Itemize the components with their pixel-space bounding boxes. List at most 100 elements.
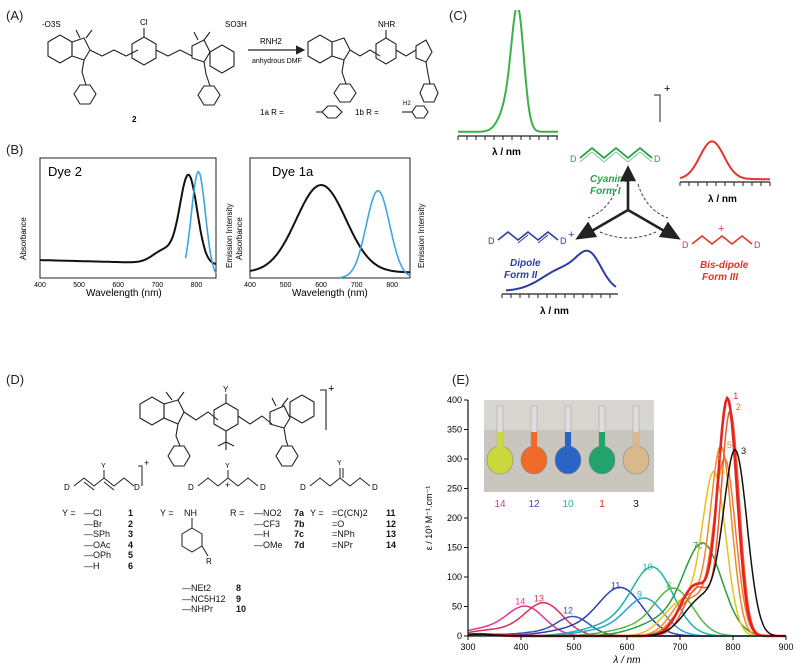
form-mid-d2: D xyxy=(260,483,266,492)
dye1a-emission-curve xyxy=(339,189,411,279)
x-tick-label: 400 xyxy=(513,642,528,652)
substituent: —NHPr xyxy=(182,604,213,614)
r-equals: R = xyxy=(230,508,245,518)
panel-d-forms: D D Y + D D Y + D D Y xyxy=(64,458,378,492)
y-tick-label: 350 xyxy=(447,425,462,435)
cyanine-plus: + xyxy=(664,83,670,95)
y-equals-3: Y = xyxy=(310,508,324,518)
cyanine-chain xyxy=(579,146,653,160)
form-mid-plus: + xyxy=(225,480,230,490)
col1-item: —Br 2 xyxy=(84,519,144,530)
panel-d-structure: Y + xyxy=(139,383,334,467)
substituent: —OPh xyxy=(84,550,112,560)
x-tick-label: 800 xyxy=(725,642,740,652)
bis-dipole-spectrum xyxy=(679,140,770,181)
compound-number: 13 xyxy=(386,529,397,539)
dipole-form: Form II xyxy=(504,270,538,281)
col2b-item: —NC5H12 9 xyxy=(182,594,262,605)
y-tick-label: 300 xyxy=(447,454,462,464)
plot1-tick: 400 xyxy=(34,282,46,289)
series-7c-label: 7c xyxy=(693,540,703,550)
dye2-emission-curve xyxy=(184,170,217,274)
compound-number: 2 xyxy=(128,518,134,529)
series-9-label: 9 xyxy=(637,589,642,599)
substituent: —NO2 xyxy=(254,508,282,518)
plot2-tick: 800 xyxy=(386,282,398,289)
aryl-r: R xyxy=(206,557,212,566)
dipole-d-right: D xyxy=(560,236,567,246)
plot1-ylabel: Absorbance xyxy=(19,217,28,260)
plot1-tick: 700 xyxy=(151,282,163,289)
compound-number: 9 xyxy=(236,593,242,604)
sulfonate-left: -O3S xyxy=(42,20,61,29)
series-4-label: 4 xyxy=(717,452,722,462)
series-10-label: 10 xyxy=(642,562,652,572)
panel-d-y: Y xyxy=(223,385,229,394)
plot1-frame xyxy=(39,157,217,279)
col1-item: —SPh 3 xyxy=(84,529,144,540)
compound-number: 11 xyxy=(386,508,396,518)
col1-item: —OPh 5 xyxy=(84,550,144,561)
compound-number: 7d xyxy=(294,539,305,550)
substituent: —CF3 xyxy=(254,518,281,529)
substituent: —H xyxy=(254,529,270,539)
substituent: =C(CN)2 xyxy=(332,508,368,518)
panel-a-scheme: -O3S SO3H Cl RNH2 anhydrous DMF 2 NHR 1a… xyxy=(42,18,439,124)
vial-label: 10 xyxy=(562,499,574,510)
nh-label: NH xyxy=(184,508,197,518)
plot1-title: Dye 2 xyxy=(48,164,82,179)
compound-number: 7b xyxy=(294,518,305,529)
product-1b-label: 1b R = xyxy=(355,108,379,117)
plot2-tick: 700 xyxy=(351,282,363,289)
form-left-plus: + xyxy=(144,458,149,468)
substituent: —OAc xyxy=(84,539,111,550)
compound-number: 5 xyxy=(128,550,134,560)
col2b-item: —NHPr 10 xyxy=(182,604,262,615)
plot2-tick: 600 xyxy=(315,282,327,289)
compound-number: 1 xyxy=(128,508,134,518)
cyanine-form: Form I xyxy=(590,186,621,197)
bis-dipole-d-right: D xyxy=(754,240,761,250)
compound-number: 12 xyxy=(386,518,397,529)
col3-item: =C(CN)2 11 xyxy=(332,508,410,519)
series-5-label: 5 xyxy=(727,440,732,450)
solvent-label: anhydrous DMF xyxy=(252,58,302,65)
compound-number: 3 xyxy=(128,529,134,539)
panel-c-diagram: λ / nm D D + Cyanine Form I λ / nm D D +… xyxy=(457,10,771,317)
plot2-ylabel-em: Emission Intensity xyxy=(417,204,426,268)
bis-dipole-chain xyxy=(691,234,753,246)
col1-item: —H 6 xyxy=(84,561,144,572)
form-left-d2: D xyxy=(134,483,140,492)
substituent: —NC5H12 xyxy=(182,593,226,604)
series-11-curve xyxy=(467,586,786,637)
col3-item: =NPr 14 xyxy=(332,540,410,551)
form-right-y: Y xyxy=(337,460,342,467)
form-mid-y: Y xyxy=(225,463,230,470)
series-8-curve xyxy=(467,587,786,637)
vial-12 xyxy=(520,445,548,475)
panel-d-label: (D) xyxy=(6,372,25,387)
plot2-title: Dye 1a xyxy=(272,164,314,179)
substituent: =O xyxy=(332,518,345,529)
panel-a-label: (A) xyxy=(6,8,24,23)
dye1a-absorbance-curve xyxy=(249,183,411,274)
panel-c-label: (C) xyxy=(449,8,468,23)
compound-number: 7c xyxy=(294,529,305,539)
substituent: =NPr xyxy=(332,539,353,550)
x-tick-label: 300 xyxy=(460,642,475,652)
col3-item: =O 12 xyxy=(332,519,410,530)
plot1-tick: 600 xyxy=(112,282,124,289)
cyanine-d-right: D xyxy=(654,154,661,164)
dipole-d-left: D xyxy=(488,236,495,246)
x-tick-label: 500 xyxy=(566,642,581,652)
dipole-plus: + xyxy=(568,229,574,241)
x-tick-label: 900 xyxy=(778,642,793,652)
series-6-label: 6 xyxy=(720,467,725,477)
bis-dipole-plus: + xyxy=(718,223,724,235)
vial-label: 12 xyxy=(528,499,540,510)
bis-dipole-d-left: D xyxy=(682,240,689,250)
plot2-frame xyxy=(249,157,411,279)
substituent: —OMe xyxy=(254,539,283,550)
panel-b-plots: Dye 2 Dye 1a Absorbance Emission Intensi… xyxy=(19,157,426,299)
y-tick-label: 50 xyxy=(452,602,462,612)
